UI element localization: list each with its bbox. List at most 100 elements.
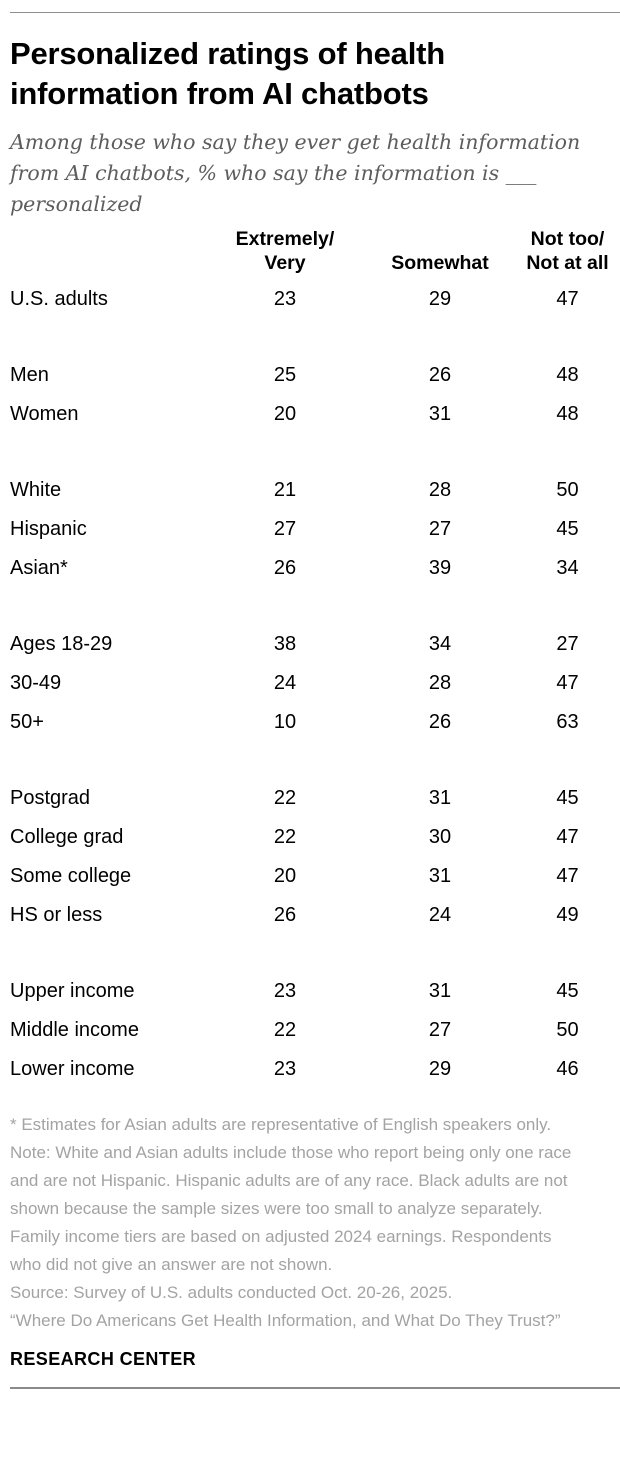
column-header-line: Extremely/ [235, 228, 335, 250]
cell-value: 23 [273, 1058, 297, 1080]
row-label: Middle income [10, 1019, 139, 1041]
chart-title: Personalized ratings of health informati… [10, 36, 445, 111]
cell-value: 34 [556, 557, 579, 579]
group-overall: U.S. adults 23 29 47 [10, 280, 620, 319]
cell-value: 26 [428, 711, 452, 733]
cell-value: 27 [428, 1019, 452, 1041]
cell-value: 29 [428, 1058, 452, 1080]
row-label: Hispanic [10, 518, 87, 540]
cell-value: 45 [556, 787, 579, 809]
table-row: U.S. adults 23 29 47 [10, 280, 620, 319]
table-header-row: Extremely/ Very Somewhat Not too/ Not at… [10, 227, 620, 275]
table-row: HS or less 26 24 49 [10, 896, 620, 935]
cell-value: 27 [556, 633, 579, 655]
column-header-not-too: Not too/ Not at all [515, 227, 620, 275]
column-header-line: Somewhat [391, 252, 489, 274]
row-label: College grad [10, 826, 124, 848]
cell-value: 38 [273, 633, 297, 655]
chart-subtitle: Among those who say they ever get health… [10, 130, 581, 216]
cell-value: 29 [428, 288, 452, 310]
source-line: Source: Survey of U.S. adults conducted … [10, 1283, 453, 1302]
cell-value: 50 [556, 1019, 579, 1041]
cell-value: 63 [556, 711, 579, 733]
cell-value: 26 [273, 557, 297, 579]
row-label: Ages 18-29 [10, 633, 113, 655]
asterisk-footnote: * Estimates for Asian adults are represe… [10, 1115, 552, 1134]
row-label: Asian* [10, 557, 68, 579]
table-row: White 21 28 50 [10, 471, 620, 510]
cell-value: 47 [556, 826, 579, 848]
table-row: Ages 18-29 38 34 27 [10, 625, 620, 664]
cell-value: 31 [428, 980, 452, 1002]
table-row: Middle income 22 27 50 [10, 1011, 620, 1050]
cell-value: 22 [273, 826, 297, 848]
row-label: HS or less [10, 904, 103, 926]
cell-value: 23 [273, 980, 297, 1002]
cell-value: 34 [428, 633, 452, 655]
cell-value: 46 [556, 1058, 579, 1080]
cell-value: 26 [428, 364, 452, 386]
table-row: Women 20 31 48 [10, 395, 620, 434]
report-title-line: “Where Do Americans Get Health Informati… [10, 1311, 561, 1330]
table-row: Lower income 23 29 46 [10, 1050, 620, 1089]
cell-value: 45 [556, 980, 579, 1002]
group-income: Upper income 23 31 45 Middle income 22 2… [10, 972, 620, 1089]
cell-value: 25 [273, 364, 297, 386]
cell-value: 20 [273, 865, 297, 887]
cell-value: 24 [428, 904, 452, 926]
table-row: 50+ 10 26 63 [10, 703, 620, 742]
cell-value: 50 [556, 479, 579, 501]
cell-value: 31 [428, 787, 452, 809]
cell-value: 48 [556, 403, 579, 425]
column-header-extremely-very: Extremely/ Very [205, 227, 365, 275]
cell-value: 39 [428, 557, 452, 579]
cell-value: 47 [556, 672, 579, 694]
bottom-divider [10, 1387, 620, 1389]
row-label: Lower income [10, 1058, 135, 1080]
column-header-somewhat: Somewhat [365, 251, 515, 275]
cell-value: 23 [273, 288, 297, 310]
row-label: 30-49 [10, 672, 62, 694]
cell-value: 30 [428, 826, 452, 848]
cell-value: 10 [273, 711, 297, 733]
table-row: Men 25 26 48 [10, 356, 620, 395]
table-row: 30-49 24 28 47 [10, 664, 620, 703]
row-label: U.S. adults [10, 288, 108, 310]
row-label: Some college [10, 865, 132, 887]
group-education: Postgrad 22 31 45 College grad 22 30 47 … [10, 779, 620, 935]
cell-value: 27 [273, 518, 297, 540]
group-race-ethnicity: White 21 28 50 Hispanic 27 27 45 Asian* … [10, 471, 620, 588]
cell-value: 24 [273, 672, 297, 694]
group-gender: Men 25 26 48 Women 20 31 48 [10, 356, 620, 434]
row-label: Postgrad [10, 787, 91, 809]
table-row: Hispanic 27 27 45 [10, 510, 620, 549]
cell-value: 28 [428, 479, 452, 501]
cell-value: 22 [273, 787, 297, 809]
cell-value: 21 [273, 479, 297, 501]
cell-value: 31 [428, 865, 452, 887]
research-center-wordmark: RESEARCH CENTER [10, 1349, 197, 1369]
cell-value: 20 [273, 403, 297, 425]
data-table: Extremely/ Very Somewhat Not too/ Not at… [10, 227, 620, 1089]
column-header-line: Very [264, 252, 306, 274]
table-row: Upper income 23 31 45 [10, 972, 620, 1011]
methodology-note: Note: White and Asian adults include tho… [10, 1143, 572, 1274]
cell-value: 47 [556, 288, 579, 310]
cell-value: 27 [428, 518, 452, 540]
row-label: 50+ [10, 711, 44, 733]
column-header-line: Not at all [526, 252, 609, 274]
cell-value: 22 [273, 1019, 297, 1041]
column-header-line: Not too/ [530, 228, 605, 250]
cell-value: 31 [428, 403, 452, 425]
table-row: College grad 22 30 47 [10, 818, 620, 857]
table-row: Asian* 26 39 34 [10, 549, 620, 588]
report-card: Personalized ratings of health informati… [10, 12, 620, 1389]
table-row: Postgrad 22 31 45 [10, 779, 620, 818]
cell-value: 48 [556, 364, 579, 386]
row-label: Men [10, 364, 49, 386]
top-divider [10, 12, 620, 13]
row-label: White [10, 479, 62, 501]
cell-value: 49 [556, 904, 579, 926]
group-age: Ages 18-29 38 34 27 30-49 24 28 47 50+ 1… [10, 625, 620, 742]
cell-value: 45 [556, 518, 579, 540]
